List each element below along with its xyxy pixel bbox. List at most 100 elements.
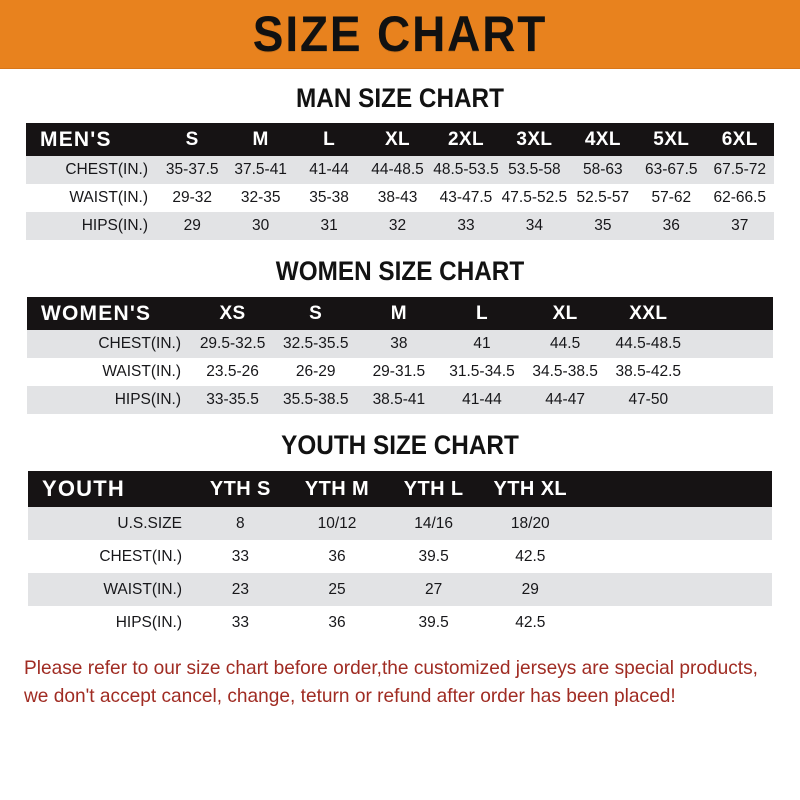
women-cell: 23.5-26: [191, 358, 275, 386]
women-cell: 44.5-48.5: [606, 330, 690, 358]
women-row-label: WAIST(IN.): [27, 358, 191, 386]
youth-size-header-empty: [578, 471, 676, 507]
men-cell: 58-63: [568, 156, 638, 184]
women-cell: 34.5-38.5: [523, 358, 607, 386]
women-cell: 38.5-42.5: [606, 358, 690, 386]
women-cell: 26-29: [274, 358, 358, 386]
youth-size-header: YTH M: [288, 471, 386, 507]
youth-cell: 18/20: [481, 507, 579, 540]
youth-cell: 42.5: [481, 606, 579, 639]
youth-size-header: YTH S: [192, 471, 289, 507]
youth-cell: 29: [481, 573, 579, 606]
men-cell: 36: [637, 212, 706, 240]
table-row: CHEST(IN.) 29.5-32.5 32.5-35.5 38 41 44.5 44.5…: [27, 330, 773, 358]
men-cell: 32-35: [226, 184, 295, 212]
women-lead-header: WOMEN'S: [27, 297, 191, 330]
men-size-header: 2XL: [431, 123, 501, 156]
youth-cell: 23: [192, 573, 289, 606]
youth-cell: 33: [192, 606, 289, 639]
men-cell: 32: [363, 212, 432, 240]
table-row: WAIST(IN.) 29-32 32-35 35-38 38-43 43-47.5 47.…: [26, 184, 774, 212]
women-cell: 29.5-32.5: [191, 330, 275, 358]
youth-cell: 27: [385, 573, 482, 606]
women-header-row: WOMEN'S XS S M L XL XXL: [27, 297, 773, 330]
men-cell: 48.5-53.5: [431, 156, 501, 184]
men-size-header: XL: [363, 123, 432, 156]
youth-cell-empty: [675, 540, 772, 573]
men-cell: 57-62: [637, 184, 706, 212]
youth-cell: 10/12: [288, 507, 386, 540]
youth-cell-empty: [578, 606, 676, 639]
women-table: WOMEN'S XS S M L XL XXL CHEST(IN.) 29.5-32.5 32.5…: [27, 297, 773, 414]
youth-cell-empty: [675, 507, 772, 540]
men-cell: 47.5-52.5: [500, 184, 569, 212]
women-cell-empty: [689, 386, 773, 414]
youth-cell: 39.5: [385, 606, 482, 639]
women-cell: 41-44: [440, 386, 524, 414]
youth-cell-empty: [578, 507, 676, 540]
women-cell: 47-50: [606, 386, 690, 414]
disclaimer-line-1: Please refer to our size chart before or…: [24, 657, 758, 679]
table-row: HIPS(IN.) 33-35.5 35.5-38.5 38.5-41 41-44 44-…: [27, 386, 773, 414]
women-size-header: XXL: [606, 297, 690, 330]
youth-table: YOUTH YTH S YTH M YTH L YTH XL U.S.SIZE 8 10/12…: [28, 471, 772, 639]
women-cell: 29-31.5: [357, 358, 441, 386]
men-size-header: M: [226, 123, 295, 156]
men-cell: 62-66.5: [705, 184, 774, 212]
women-row-label: HIPS(IN.): [27, 386, 191, 414]
women-cell-empty: [689, 358, 773, 386]
table-row: CHEST(IN.) 33 36 39.5 42.5: [28, 540, 772, 573]
youth-cell: 36: [288, 540, 386, 573]
women-size-header: S: [274, 297, 358, 330]
men-cell: 37.5-41: [226, 156, 295, 184]
women-cell: 38: [357, 330, 441, 358]
size-chart-banner: SIZE CHART: [0, 0, 800, 69]
women-cell: 44.5: [523, 330, 607, 358]
youth-cell-empty: [578, 573, 676, 606]
women-cell: 35.5-38.5: [274, 386, 358, 414]
order-disclaimer: Please refer to our size chart before or…: [24, 655, 761, 710]
men-cell: 30: [226, 212, 295, 240]
men-cell: 29-32: [158, 184, 227, 212]
youth-cell: 14/16: [385, 507, 482, 540]
table-row: WAIST(IN.) 23 25 27 29: [28, 573, 772, 606]
women-size-header: M: [357, 297, 441, 330]
women-size-table: WOMEN'S XS S M L XL XXL CHEST(IN.) 29.5-32.5 32.5…: [27, 297, 773, 414]
youth-size-header: YTH L: [385, 471, 482, 507]
men-size-header: 3XL: [500, 123, 569, 156]
youth-row-label: HIPS(IN.): [28, 606, 192, 639]
men-size-header: L: [294, 123, 364, 156]
men-size-table: MEN'S S M L XL 2XL 3XL 4XL 5XL 6XL CHEST(IN.) 35-37…: [26, 123, 774, 240]
table-row: HIPS(IN.) 29 30 31 32 33 34 35 36 37: [26, 212, 774, 240]
men-cell: 29: [158, 212, 227, 240]
youth-section-title: YOUTH SIZE CHART: [281, 430, 519, 460]
youth-header-row: YOUTH YTH S YTH M YTH L YTH XL: [28, 471, 772, 507]
men-cell: 44-48.5: [363, 156, 432, 184]
table-row: U.S.SIZE 8 10/12 14/16 18/20: [28, 507, 772, 540]
men-cell: 52.5-57: [568, 184, 638, 212]
youth-lead-header: YOUTH: [28, 471, 192, 507]
men-cell: 53.5-58: [500, 156, 569, 184]
women-cell: 31.5-34.5: [440, 358, 524, 386]
men-row-label: HIPS(IN.): [26, 212, 158, 240]
youth-cell-empty: [675, 606, 772, 639]
disclaimer-line-2: we don't accept cancel, change, teturn o…: [24, 684, 676, 707]
youth-row-label: CHEST(IN.): [28, 540, 192, 573]
table-row: WAIST(IN.) 23.5-26 26-29 29-31.5 31.5-34.5 34…: [27, 358, 773, 386]
men-cell: 35-38: [294, 184, 364, 212]
youth-size-header-empty: [675, 471, 772, 507]
youth-cell: 36: [288, 606, 386, 639]
youth-row-label: WAIST(IN.): [28, 573, 192, 606]
women-row-label: CHEST(IN.): [27, 330, 191, 358]
men-row-label: CHEST(IN.): [26, 156, 158, 184]
men-section-title: MAN SIZE CHART: [296, 83, 504, 113]
youth-size-table: YOUTH YTH S YTH M YTH L YTH XL U.S.SIZE 8 10/12…: [28, 471, 772, 639]
women-size-header: XL: [523, 297, 607, 330]
women-cell: 33-35.5: [191, 386, 275, 414]
men-size-header: S: [158, 123, 227, 156]
women-size-header: L: [440, 297, 524, 330]
men-cell: 38-43: [363, 184, 432, 212]
women-cell: 44-47: [523, 386, 607, 414]
table-row: CHEST(IN.) 35-37.5 37.5-41 41-44 44-48.5 48.5…: [26, 156, 774, 184]
youth-cell-empty: [578, 540, 676, 573]
